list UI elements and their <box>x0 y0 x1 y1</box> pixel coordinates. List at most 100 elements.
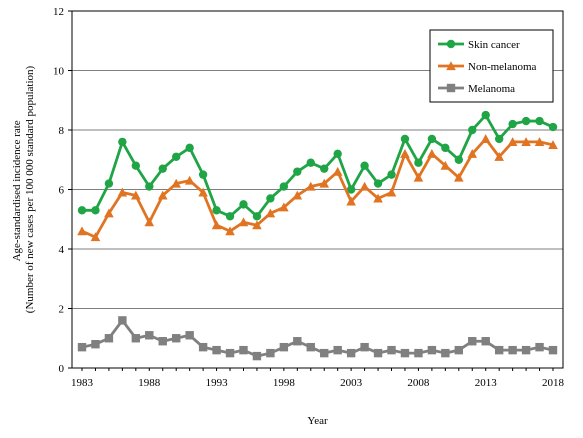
x-tick-label: 1993 <box>206 377 229 389</box>
x-axis-title: Year <box>307 415 328 427</box>
y-tick-label: 6 <box>59 185 65 197</box>
series-skin-cancer <box>77 110 558 221</box>
data-point-non-melanoma <box>359 181 370 191</box>
data-point-non-melanoma <box>157 190 168 200</box>
data-point-non-melanoma <box>252 220 262 230</box>
series-melanoma <box>77 316 558 361</box>
data-point-melanoma <box>279 342 289 352</box>
data-point-non-melanoma <box>400 149 410 158</box>
data-point-melanoma <box>158 337 167 346</box>
data-point-skin-cancer <box>400 134 410 144</box>
data-point-skin-cancer <box>346 185 356 194</box>
data-point-skin-cancer <box>198 170 208 179</box>
y-axis-title-line-2: (Number of new cases per 100 000 standar… <box>24 65 36 313</box>
data-point-melanoma <box>266 348 275 358</box>
data-point-melanoma <box>104 334 114 343</box>
x-tick-label: 1983 <box>71 377 94 389</box>
data-point-melanoma <box>225 348 235 358</box>
data-point-skin-cancer <box>118 137 127 147</box>
y-axis: 0 2 4 6 8 10 12 <box>53 6 72 375</box>
data-point-skin-cancer <box>185 143 194 153</box>
data-point-skin-cancer <box>360 161 369 170</box>
data-point-skin-cancer <box>414 158 423 167</box>
data-point-melanoma <box>548 345 558 355</box>
data-point-skin-cancer <box>91 206 100 215</box>
data-point-non-melanoma <box>413 172 424 182</box>
legend-marker-melanoma <box>446 83 456 93</box>
data-point-melanoma <box>131 334 141 343</box>
data-point-melanoma <box>360 342 369 352</box>
data-point-non-melanoma <box>494 151 504 161</box>
data-point-skin-cancer <box>373 179 383 188</box>
data-point-melanoma <box>239 345 248 355</box>
data-point-skin-cancer <box>481 110 490 120</box>
data-point-skin-cancer <box>427 134 437 144</box>
legend-label-skin-cancer: Skin cancer <box>468 39 520 51</box>
y-tick-label: 0 <box>59 363 65 375</box>
x-tick-label: 1998 <box>273 377 296 389</box>
series-layer <box>77 110 558 361</box>
data-point-non-melanoma <box>440 160 451 170</box>
data-point-non-melanoma <box>238 217 249 227</box>
data-point-melanoma <box>387 345 396 355</box>
data-point-skin-cancer <box>145 182 154 191</box>
data-point-skin-cancer <box>266 194 275 203</box>
data-point-skin-cancer <box>320 164 329 173</box>
x-tick-label: 2008 <box>407 377 430 389</box>
series-line-non-melanoma <box>81 137 554 239</box>
data-point-non-melanoma <box>77 226 87 236</box>
data-point-melanoma <box>454 345 463 355</box>
data-point-skin-cancer <box>225 212 235 221</box>
data-point-skin-cancer <box>535 116 544 126</box>
data-point-non-melanoma <box>467 149 478 158</box>
y-tick-label: 8 <box>59 125 65 137</box>
data-point-melanoma <box>91 340 100 349</box>
y-axis-title-line-1: Age-standardised incidence rate <box>11 120 23 261</box>
data-point-skin-cancer <box>77 206 87 215</box>
data-point-skin-cancer <box>548 122 558 132</box>
data-point-melanoma <box>521 345 531 355</box>
x-tick-label: 2003 <box>340 377 363 389</box>
data-point-non-melanoma <box>104 208 114 218</box>
data-point-skin-cancer <box>279 182 289 191</box>
data-point-skin-cancer <box>131 161 141 170</box>
data-point-skin-cancer <box>441 143 450 153</box>
data-point-non-melanoma <box>534 137 545 146</box>
data-point-non-melanoma <box>454 172 464 182</box>
data-point-skin-cancer <box>454 155 463 164</box>
data-point-non-melanoma <box>90 232 101 242</box>
data-point-non-melanoma <box>346 196 356 206</box>
data-point-non-melanoma <box>198 187 208 197</box>
x-tick-label: 1988 <box>138 377 161 389</box>
data-point-non-melanoma <box>131 190 141 200</box>
data-point-melanoma <box>481 337 490 346</box>
data-point-non-melanoma <box>184 175 195 185</box>
data-point-melanoma <box>118 316 127 325</box>
legend: Skin cancer Non-melanoma Melanoma <box>429 29 554 103</box>
x-axis: 1983 1988 1993 1998 2003 2008 2013 2018 <box>71 368 565 389</box>
legend-marker-skin-cancer <box>446 39 456 49</box>
data-point-melanoma <box>77 342 87 352</box>
data-point-non-melanoma <box>305 181 316 191</box>
data-point-skin-cancer <box>104 179 114 188</box>
y-tick-label: 2 <box>59 304 65 316</box>
data-point-melanoma <box>198 342 208 352</box>
data-point-non-melanoma <box>332 166 343 176</box>
data-point-skin-cancer <box>494 134 504 144</box>
y-axis-title: Age-standardised incidence rate (Number … <box>11 65 36 313</box>
data-point-melanoma <box>346 348 356 358</box>
data-point-non-melanoma <box>292 190 303 200</box>
data-point-non-melanoma <box>171 178 181 188</box>
data-point-non-melanoma <box>144 217 155 227</box>
data-point-skin-cancer <box>212 206 221 215</box>
data-point-melanoma <box>145 331 154 340</box>
series-line-skin-cancer <box>82 113 554 218</box>
data-point-non-melanoma <box>548 140 558 149</box>
data-point-melanoma <box>293 337 302 346</box>
data-point-skin-cancer <box>306 158 315 167</box>
y-tick-label: 12 <box>53 6 64 18</box>
data-point-melanoma <box>373 348 383 358</box>
legend-marker-non-melanoma <box>446 61 456 71</box>
data-point-non-melanoma <box>373 193 383 203</box>
